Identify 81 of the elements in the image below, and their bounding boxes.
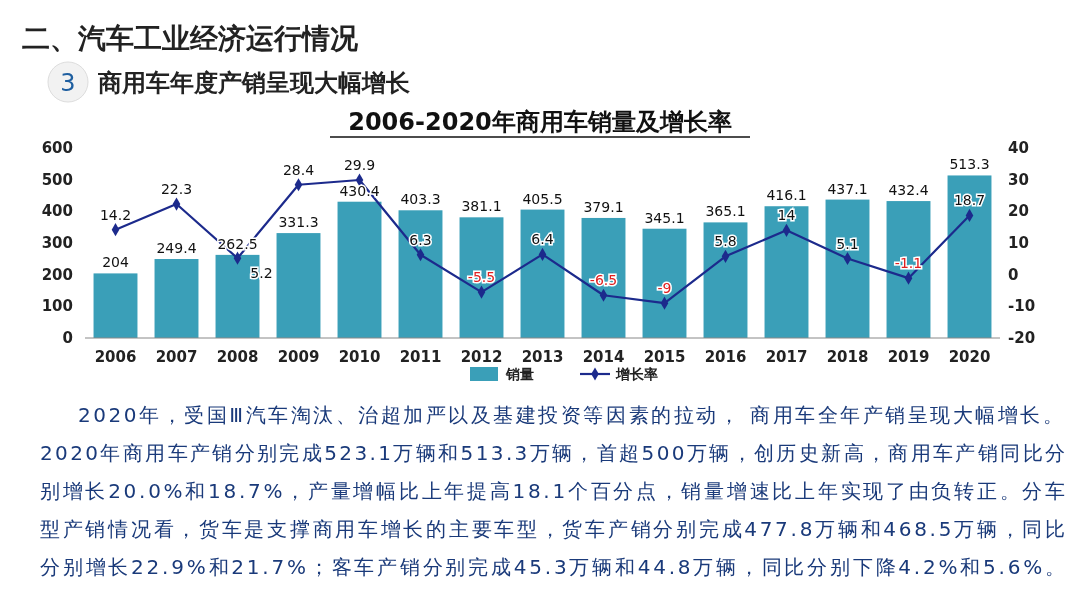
data-label: 22.3 [160,181,193,198]
y-tick-label: 200 [41,265,73,284]
y2-tick-label: 20 [1008,202,1029,221]
y-tick-label: 0 [62,329,73,347]
text: 二、汽车工业经济运行情况 [22,22,359,55]
data-label: 379.1 [583,198,624,215]
x-tick-label: 2018 [826,348,869,366]
y2-tick-label: 30 [1008,170,1029,189]
bar [459,217,504,338]
data-label: 29.9 [343,156,376,173]
text: 型产销情况看，货车是支撑商用车增长的主要车型，货车产销分别完成477.8万辆和468.5万辆，同比 [40,517,1065,541]
bar [93,273,138,338]
x-tick-label: 2010 [338,348,381,366]
data-label: 204 [102,254,129,271]
data-label: 345.1 [644,209,685,226]
bar [764,206,809,338]
y2-tick-label: 0 [1008,265,1019,284]
text: 2020年，受国Ⅲ汽车淘汰、治超加严以及基建投资等因素的拉动， 商用车全年产销呈现大幅增长。 [78,403,1063,427]
data-label: 432.4 [888,182,929,199]
data-label: 14.2 [99,206,132,223]
x-tick-label: 2007 [155,348,198,366]
bar [825,199,870,338]
bar [276,233,321,338]
x-tick-label: 2017 [765,348,808,366]
y-tick-label: 400 [41,202,73,221]
text: 2020年商用车产销分别完成523.1万辆和513.3万辆，首超500万辆，创历史新高，商用车产销同比分 [40,441,1065,465]
data-label: 249.4 [156,240,197,257]
data-label: 381.1 [461,198,502,215]
data-label: 28.4 [282,161,315,178]
x-tick-label: 2012 [460,348,503,366]
data-label: 6.4 [531,231,554,248]
data-label: -6.5 [589,272,618,289]
text: 3 [60,69,76,97]
data-label: 331.3 [278,214,319,231]
x-tick-label: 2019 [887,348,930,366]
x-tick-label: 2011 [399,348,442,366]
data-label: 416.1 [766,187,807,204]
y2-tick-label: -20 [1008,329,1036,347]
data-label: -5.5 [467,269,496,286]
data-label: 365.1 [705,203,746,220]
y2-tick-label: -10 [1008,297,1036,316]
x-tick-label: 2015 [643,348,686,366]
bar [581,217,626,338]
data-label: 405.5 [522,190,563,207]
data-label: 5.8 [714,233,737,250]
data-label: 18.7 [953,192,986,209]
data-label: 403.3 [400,191,441,208]
y-tick-label: 100 [41,297,73,316]
x-tick-label: 2008 [216,348,259,366]
legend-label: 增长率 [615,366,658,382]
y2-tick-label: 10 [1008,234,1029,252]
x-tick-label: 2006 [94,348,137,366]
x-tick-label: 2013 [521,348,564,366]
x-tick-label: 2020 [948,348,991,366]
text: 分别增长22.9%和21.7%；客车产销分别完成45.3万辆和44.8万辆，同比分别下降4.2%和5.6%。 [40,555,1065,579]
bar [886,201,931,338]
bar [520,209,565,338]
bar [642,228,687,338]
bar [154,259,199,338]
y2-tick-label: 40 [1008,139,1029,157]
data-label: 6.3 [409,231,432,248]
bar [398,210,443,338]
y-tick-label: 500 [41,170,73,189]
text: 别增长20.0%和18.7%，产量增幅比上年提高18.1个百分点，销量增速比上年实现了由负转正。分车 [40,479,1065,503]
legend-label: 销量 [505,366,534,382]
bar [947,175,992,338]
chart-title: 2006-2020年商用车销量及增长率 [348,108,732,136]
data-label: -9 [657,280,672,297]
text: 商用车年度产销呈现大幅增长 [97,69,410,97]
data-label: 14 [777,207,796,224]
data-label: 513.3 [949,156,990,173]
bar [703,222,748,338]
data-label: 437.1 [827,180,868,197]
data-label: 5.1 [836,235,859,252]
x-tick-label: 2009 [277,348,320,366]
y-tick-label: 600 [41,139,73,157]
bar [337,201,382,338]
y-tick-label: 300 [41,234,73,252]
data-label: -1.1 [894,255,923,272]
x-tick-label: 2016 [704,348,747,366]
x-tick-label: 2014 [582,348,625,366]
